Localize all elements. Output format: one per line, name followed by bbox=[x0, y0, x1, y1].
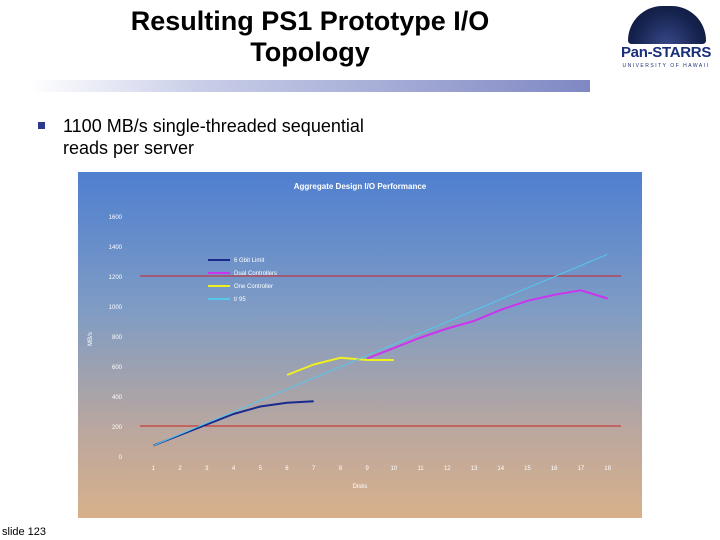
series-line bbox=[153, 253, 608, 446]
x-tick-label: 3 bbox=[205, 466, 209, 472]
x-tick-label: 7 bbox=[312, 466, 316, 472]
y-axis-label: MB/s bbox=[88, 332, 94, 346]
y-tick-label: 600 bbox=[112, 365, 123, 371]
series-line bbox=[153, 400, 314, 447]
x-tick-label: 10 bbox=[391, 466, 398, 472]
x-tick-label: 13 bbox=[471, 466, 478, 472]
x-tick-label: 14 bbox=[497, 466, 504, 472]
legend-label: Dual Controllers bbox=[234, 271, 277, 277]
legend-label: t/ 95 bbox=[234, 297, 246, 303]
y-tick-label: 200 bbox=[112, 425, 123, 431]
y-tick-label: 800 bbox=[112, 335, 123, 341]
title-line-2: Topology bbox=[250, 37, 370, 67]
y-tick-label: 400 bbox=[112, 395, 123, 401]
slide-number: slide 123 bbox=[2, 526, 47, 538]
y-tick-label: 1200 bbox=[109, 275, 123, 281]
chart-container: Aggregate Design I/O Performance 0 200 400 6… bbox=[78, 172, 642, 518]
series-line bbox=[286, 356, 394, 376]
x-tick-label: 16 bbox=[551, 466, 558, 472]
x-tick-label: 4 bbox=[232, 466, 236, 472]
x-axis-label: Disks bbox=[353, 484, 368, 490]
legend-label: 6 Gbit Limit bbox=[234, 258, 265, 264]
pan-starrs-logo: Pan-STARRS UNIVERSITY OF HAWAII bbox=[618, 6, 714, 74]
x-tick-label: 11 bbox=[417, 466, 424, 472]
logo-subtitle: UNIVERSITY OF HAWAII bbox=[622, 63, 710, 69]
legend-label: One Controller bbox=[234, 284, 273, 290]
x-tick-label: 17 bbox=[578, 466, 585, 472]
x-tick-label: 15 bbox=[524, 466, 531, 472]
title-line-1: Resulting PS1 Prototype I/O bbox=[130, 6, 490, 36]
x-tick-label: 9 bbox=[365, 466, 369, 472]
bullet-square-icon bbox=[38, 122, 45, 129]
x-tick-label: 1 bbox=[152, 466, 156, 472]
x-tick-label: 18 bbox=[604, 466, 611, 472]
bullet-text: 1100 MB/s single-threaded sequential rea… bbox=[63, 116, 364, 158]
x-tick-label: 8 bbox=[339, 466, 343, 472]
title-rule bbox=[30, 80, 590, 92]
y-tick-label: 1400 bbox=[109, 245, 123, 251]
y-tick-label: 1600 bbox=[109, 215, 123, 221]
x-tick-label: 5 bbox=[259, 466, 263, 472]
y-tick-label: 1000 bbox=[109, 305, 123, 311]
x-tick-label: 2 bbox=[178, 466, 182, 472]
y-tick-label: 0 bbox=[119, 455, 123, 461]
logo-name: Pan-STARRS bbox=[620, 44, 712, 61]
chart-title: Aggregate Design I/O Performance bbox=[294, 182, 427, 191]
page-title: Resulting PS1 Prototype I/O Topology bbox=[60, 6, 560, 68]
x-tick-label: 6 bbox=[285, 466, 289, 472]
logo-sky-icon bbox=[628, 6, 706, 44]
x-tick-label: 12 bbox=[444, 466, 451, 472]
series-line bbox=[366, 289, 608, 360]
io-performance-chart: Aggregate Design I/O Performance 0 200 400 6… bbox=[88, 182, 621, 490]
